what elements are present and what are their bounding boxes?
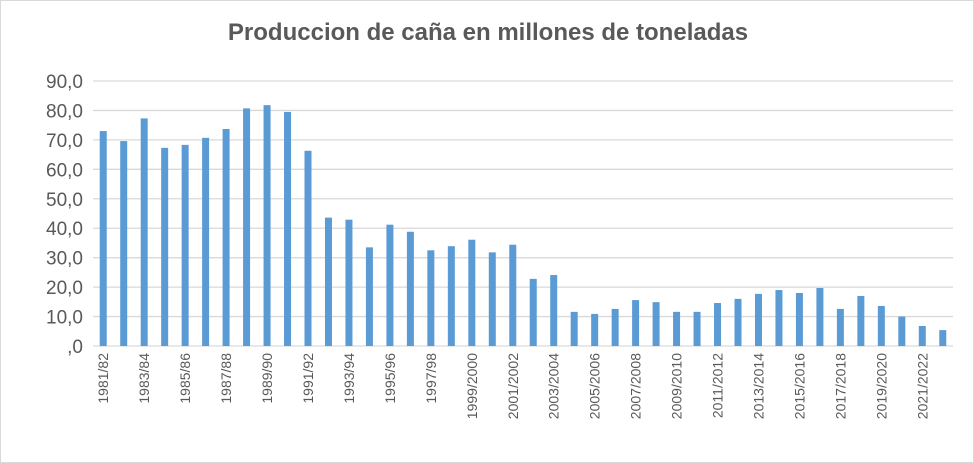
bar <box>939 330 947 346</box>
bar <box>693 311 701 346</box>
x-tick-label: 2021/2022 <box>914 353 930 419</box>
x-tick-label: 1999/2000 <box>464 353 480 419</box>
x-tick-label: 2009/2010 <box>669 353 685 419</box>
bar <box>816 287 824 346</box>
x-tick-label: 1987/88 <box>218 353 234 404</box>
x-tick-label: 1985/86 <box>177 353 193 404</box>
bar <box>263 105 271 347</box>
chart-title: Produccion de caña en millones de tonela… <box>227 19 749 46</box>
x-tick-label: 2001/2002 <box>505 353 521 419</box>
bar <box>488 252 496 346</box>
x-tick-label: 2017/2018 <box>832 353 848 419</box>
bar <box>714 303 722 346</box>
bar <box>509 244 517 346</box>
bar <box>222 128 230 346</box>
bar <box>345 219 353 346</box>
bar <box>406 231 414 346</box>
x-tick-label: 2007/2008 <box>628 353 644 419</box>
x-tick-label: 1983/84 <box>136 353 152 404</box>
y-tick-label: 30,0 <box>46 249 83 270</box>
x-tick-label: 2013/2014 <box>750 353 766 419</box>
x-tick-label: 1993/94 <box>341 353 357 404</box>
y-tick-label: 80,0 <box>46 101 83 122</box>
bar <box>857 295 865 346</box>
bar <box>673 311 681 346</box>
bar <box>202 137 210 346</box>
x-tick-label: 2003/2004 <box>546 353 562 419</box>
bar <box>324 217 332 346</box>
bar <box>161 147 169 346</box>
y-tick-label: 40,0 <box>46 219 83 240</box>
bar <box>734 298 742 346</box>
bar <box>550 275 558 346</box>
bar <box>918 325 926 346</box>
bar <box>284 111 292 347</box>
bar <box>447 246 455 346</box>
y-tick-label: 50,0 <box>46 190 83 211</box>
bar <box>386 224 394 346</box>
x-tick-label: 1991/92 <box>300 353 316 404</box>
bar <box>427 250 435 346</box>
bar <box>898 316 906 346</box>
y-tick-label: ,0 <box>67 337 83 358</box>
x-tick-label: 2011/2012 <box>710 353 726 418</box>
y-tick-label: 10,0 <box>46 308 83 329</box>
y-tick-label: 60,0 <box>46 160 83 181</box>
x-tick-label: 2005/2006 <box>587 353 603 419</box>
x-tick-label: 1997/98 <box>423 353 439 404</box>
bar <box>795 293 803 346</box>
bar <box>140 118 148 347</box>
bar <box>468 239 476 346</box>
bar <box>181 144 189 346</box>
bar <box>836 308 844 346</box>
x-tick-label: 1981/82 <box>95 353 111 404</box>
bar <box>591 313 599 346</box>
bar <box>529 278 537 346</box>
bar <box>99 131 107 346</box>
y-tick-label: 70,0 <box>46 131 83 152</box>
y-tick-label: 20,0 <box>46 278 83 299</box>
bar <box>775 290 783 346</box>
bar <box>877 305 885 346</box>
x-tick-label: 1995/96 <box>382 353 398 404</box>
bar <box>652 302 660 346</box>
y-tick-label: 90,0 <box>46 72 83 93</box>
bar <box>632 300 640 346</box>
bar <box>611 308 619 346</box>
bar <box>754 293 762 346</box>
x-tick-label: 1989/90 <box>259 353 275 404</box>
bar <box>243 108 251 346</box>
bar <box>365 247 373 346</box>
bar <box>304 150 312 346</box>
bar <box>570 311 578 346</box>
bar <box>120 141 128 346</box>
x-tick-label: 2019/2020 <box>873 353 889 419</box>
x-tick-label: 2015/2016 <box>791 353 807 419</box>
